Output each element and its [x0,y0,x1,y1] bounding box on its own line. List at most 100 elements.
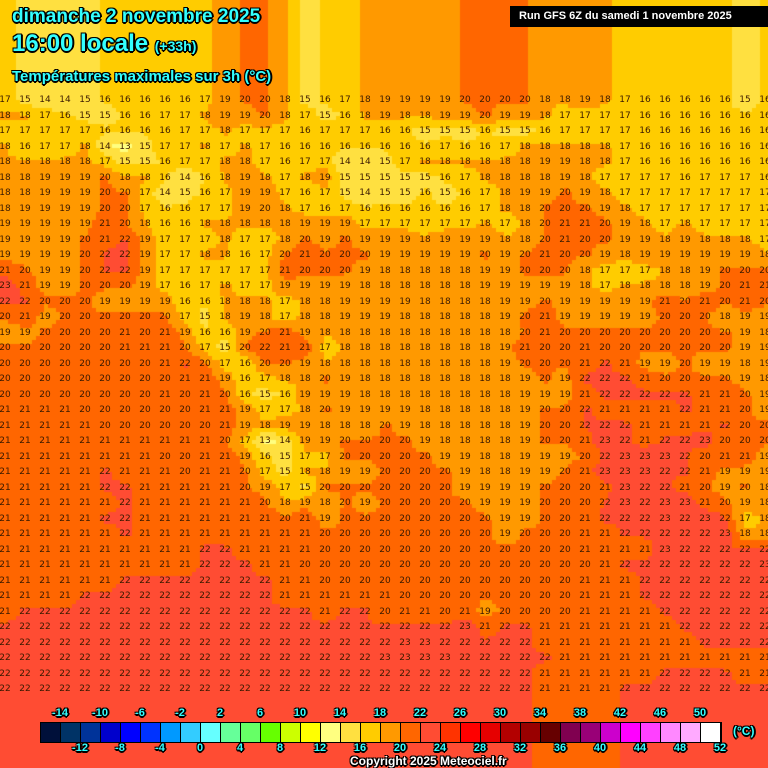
grid-value: 22 [679,514,691,524]
grid-value: 16 [179,219,191,229]
grid-value: 19 [39,312,51,322]
grid-value: 19 [259,188,271,198]
grid-value: 20 [0,359,11,369]
grid-value: 19 [399,250,411,260]
grid-value: 19 [519,374,531,384]
grid-value: 20 [0,374,11,384]
grid-value: 18 [479,390,491,400]
grid-value: 19 [59,250,71,260]
grid-value: 22 [679,607,691,617]
grid-value: 21 [579,529,591,539]
legend-swatch [541,723,561,742]
grid-value: 20 [39,297,51,307]
grid-value: 21 [579,390,591,400]
grid-value: 19 [19,328,31,338]
grid-value: 21 [0,607,11,617]
grid-value: 20 [479,591,491,601]
grid-value: 16 [399,204,411,214]
grid-value: 22 [139,653,151,663]
legend-label: 42 [613,707,627,719]
grid-value: 19 [379,250,391,260]
grid-value: 22 [179,622,191,632]
grid-value: 19 [619,297,631,307]
grid-value: 20 [559,343,571,353]
grid-value: 16 [379,142,391,152]
grid-value: 20 [539,607,551,617]
grid-value: 21 [159,483,171,493]
legend-label: 26 [453,707,467,719]
grid-value: 17 [199,343,211,353]
grid-value: 20 [179,421,191,431]
grid-value: 19 [39,204,51,214]
grid-value: 20 [279,250,291,260]
grid-value: 17 [299,157,311,167]
grid-value: 18 [519,235,531,245]
grid-value: 19 [759,452,768,462]
grid-value: 20 [359,483,371,493]
grid-value: 17 [319,157,331,167]
legend-label: 24 [433,742,447,754]
grid-value: 16 [699,157,711,167]
grid-value: 19 [359,235,371,245]
legend-label: 8 [276,742,284,754]
grid-value: 21 [639,421,651,431]
grid-value: 22 [519,669,531,679]
grid-value: 20 [379,560,391,570]
grid-value: 21 [599,405,611,415]
grid-value: 18 [439,157,451,167]
grid-value: 21 [579,591,591,601]
grid-value: 22 [639,483,651,493]
grid-value: 16 [679,95,691,105]
grid-value: 20 [539,529,551,539]
grid-value: 19 [359,312,371,322]
grid-value: 19 [699,250,711,260]
grid-value: 19 [739,328,751,338]
grid-value: 22 [639,560,651,570]
legend-swatch [601,723,621,742]
grid-value: 15 [399,188,411,198]
grid-value: 22 [119,669,131,679]
grid-value: 22 [159,653,171,663]
grid-value: 20 [399,483,411,493]
grid-value: 22 [759,591,768,601]
grid-value: 18 [19,157,31,167]
grid-value: 21 [579,607,591,617]
grid-value: 17 [619,126,631,136]
grid-value: 18 [259,297,271,307]
grid-value: 20 [179,343,191,353]
grid-value: 22 [599,421,611,431]
grid-value: 22 [159,669,171,679]
grid-value: 20 [439,545,451,555]
grid-value: 19 [0,235,11,245]
grid-value: 21 [299,576,311,586]
legend-label: 16 [353,742,367,754]
grid-value: 21 [59,576,71,586]
grid-value: 22 [139,638,151,648]
grid-value: 17 [219,142,231,152]
grid-value: 22 [679,405,691,415]
grid-value: 22 [139,669,151,679]
grid-value: 18 [519,219,531,229]
grid-value: 20 [119,405,131,415]
grid-value: 20 [419,483,431,493]
grid-value: 21 [279,560,291,570]
grid-value: 18 [539,173,551,183]
grid-value: 16 [299,188,311,198]
grid-value: 20 [539,421,551,431]
grid-value: 18 [439,343,451,353]
grid-value: 22 [639,514,651,524]
grid-value: 21 [39,436,51,446]
grid-value: 22 [359,669,371,679]
grid-value: 20 [399,498,411,508]
grid-value: 15 [499,126,511,136]
grid-value: 21 [579,359,591,369]
grid-value: 20 [559,467,571,477]
grid-value: 22 [719,591,731,601]
grid-value: 20 [119,204,131,214]
grid-value: 16 [159,219,171,229]
grid-value: 18 [559,142,571,152]
grid-value: 21 [79,529,91,539]
grid-value: 21 [99,529,111,539]
grid-value: 17 [319,126,331,136]
grid-value: 18 [299,374,311,384]
